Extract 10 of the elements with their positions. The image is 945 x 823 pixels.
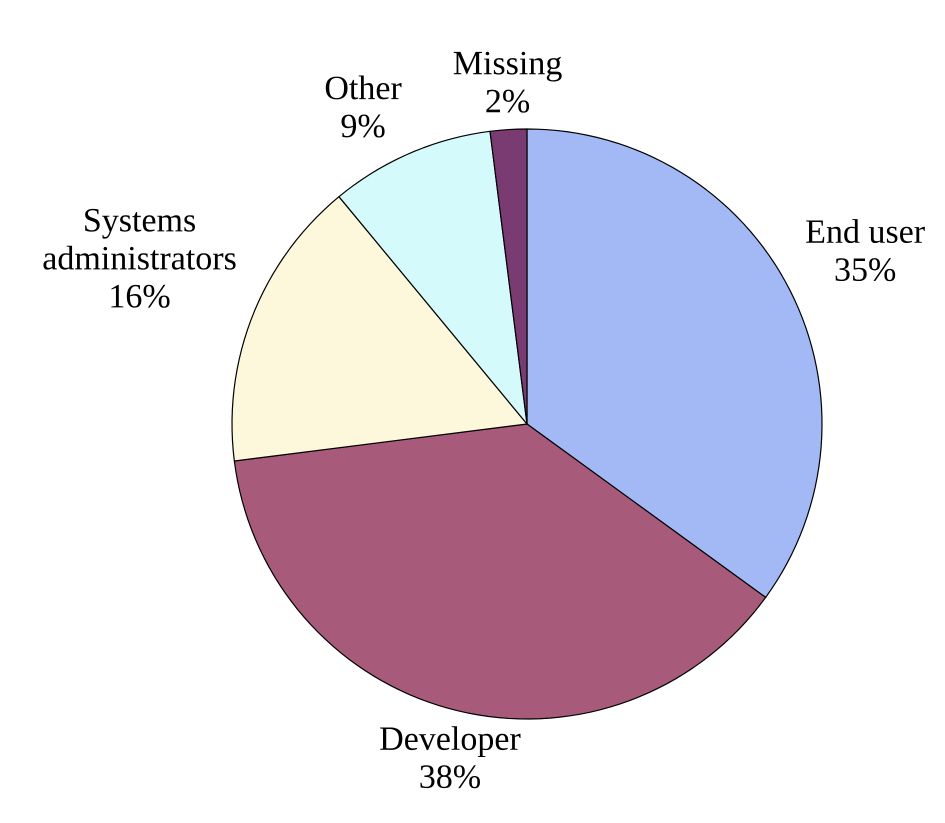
slice-label: Other <box>326 75 402 100</box>
data-label: 38% <box>420 765 480 788</box>
data-label: 16% <box>111 284 170 308</box>
data-label: 35% <box>836 258 896 282</box>
data-label: 9% <box>342 114 385 138</box>
slice-label: Developer <box>380 726 520 758</box>
data-label: 2% <box>486 90 530 113</box>
slice-label: Systems administrators <box>43 208 236 270</box>
slice-label: End user <box>806 219 925 244</box>
slice-label: Missing <box>454 52 562 82</box>
